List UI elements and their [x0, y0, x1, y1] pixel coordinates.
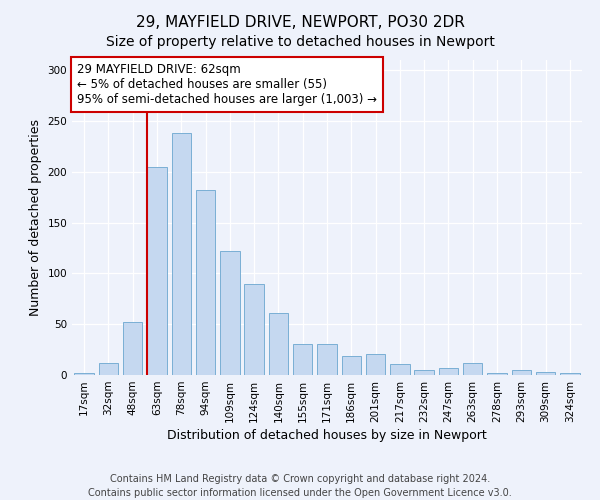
Bar	[147, 166, 167, 375]
Bar	[317, 344, 337, 375]
Bar	[74, 373, 94, 375]
Bar	[439, 368, 458, 375]
Text: Size of property relative to detached houses in Newport: Size of property relative to detached ho…	[106, 35, 494, 49]
Bar	[487, 373, 507, 375]
Bar	[244, 284, 264, 375]
Bar	[196, 190, 215, 375]
Bar	[536, 372, 555, 375]
Bar	[293, 344, 313, 375]
Y-axis label: Number of detached properties: Number of detached properties	[29, 119, 42, 316]
Bar	[560, 373, 580, 375]
Bar	[390, 364, 410, 375]
Bar	[172, 133, 191, 375]
Bar	[366, 354, 385, 375]
Text: 29 MAYFIELD DRIVE: 62sqm
← 5% of detached houses are smaller (55)
95% of semi-de: 29 MAYFIELD DRIVE: 62sqm ← 5% of detache…	[77, 63, 377, 106]
Bar	[220, 251, 239, 375]
Bar	[463, 363, 482, 375]
Bar	[269, 313, 288, 375]
Bar	[415, 370, 434, 375]
Bar	[99, 363, 118, 375]
X-axis label: Distribution of detached houses by size in Newport: Distribution of detached houses by size …	[167, 429, 487, 442]
Bar	[341, 356, 361, 375]
Bar	[512, 370, 531, 375]
Text: 29, MAYFIELD DRIVE, NEWPORT, PO30 2DR: 29, MAYFIELD DRIVE, NEWPORT, PO30 2DR	[136, 15, 464, 30]
Bar	[123, 322, 142, 375]
Text: Contains HM Land Registry data © Crown copyright and database right 2024.
Contai: Contains HM Land Registry data © Crown c…	[88, 474, 512, 498]
